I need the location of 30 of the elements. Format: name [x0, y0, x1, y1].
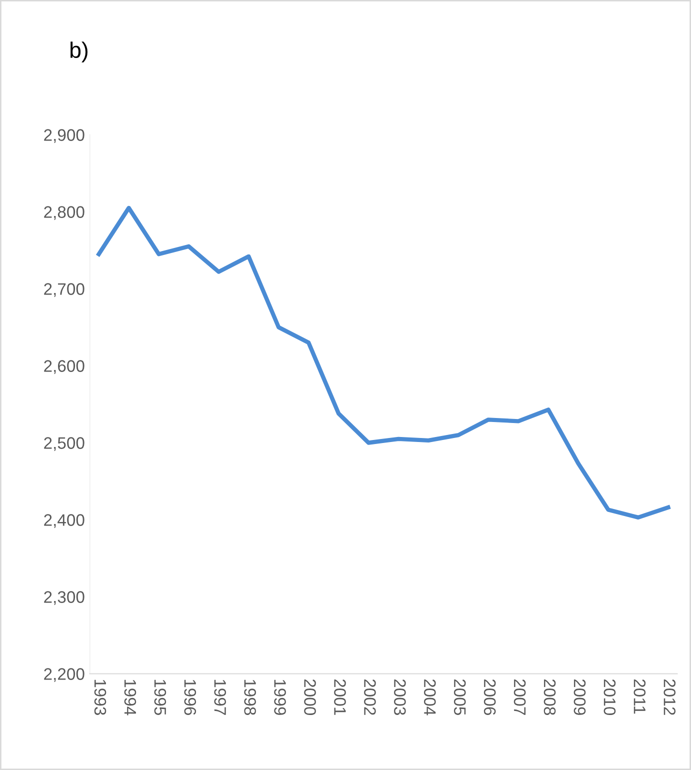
y-tick-label: 2,700 — [44, 283, 84, 297]
x-tick-label: 2006 — [484, 679, 496, 715]
x-tick-label: 1993 — [94, 680, 106, 715]
text: b) — [70, 42, 88, 62]
x-tick-label: 1997 — [214, 680, 226, 715]
y-tick-label: 2,600 — [44, 360, 84, 374]
x-tick-label: 2007 — [514, 679, 526, 715]
x-tick-label: 2001 — [334, 679, 346, 715]
line-series — [96, 206, 670, 520]
y-tick-label: 2,900 — [44, 129, 84, 143]
x-tick-label: 2010 — [604, 679, 616, 716]
x-tick-label: 2004 — [424, 679, 436, 716]
x-tick-label: 2009 — [574, 679, 586, 715]
x-tick-label: 2008 — [544, 679, 556, 715]
x-tick-label: 1994 — [124, 680, 136, 716]
x-tick-label: 2012 — [664, 679, 676, 715]
x-tick-label: 1996 — [184, 680, 196, 715]
x-tick-label: 2003 — [394, 679, 406, 715]
x-tick-label: 1999 — [274, 680, 286, 715]
y-tick-label: 2,300 — [44, 591, 84, 605]
x-tick-label: 2011 — [634, 679, 646, 714]
x-tick-label: 2002 — [364, 679, 376, 715]
y-tick-label: 2,800 — [44, 206, 84, 220]
x-tick-label: 2000 — [304, 679, 316, 716]
y-tick-label: 2,500 — [44, 437, 84, 451]
y-tick-label: 2,400 — [44, 514, 84, 528]
x-tick-label: 1995 — [154, 680, 166, 715]
x-tick-label: 2005 — [454, 679, 466, 715]
y-tick-label: 2,200 — [44, 668, 84, 682]
x-tick-label: 1998 — [244, 680, 256, 715]
